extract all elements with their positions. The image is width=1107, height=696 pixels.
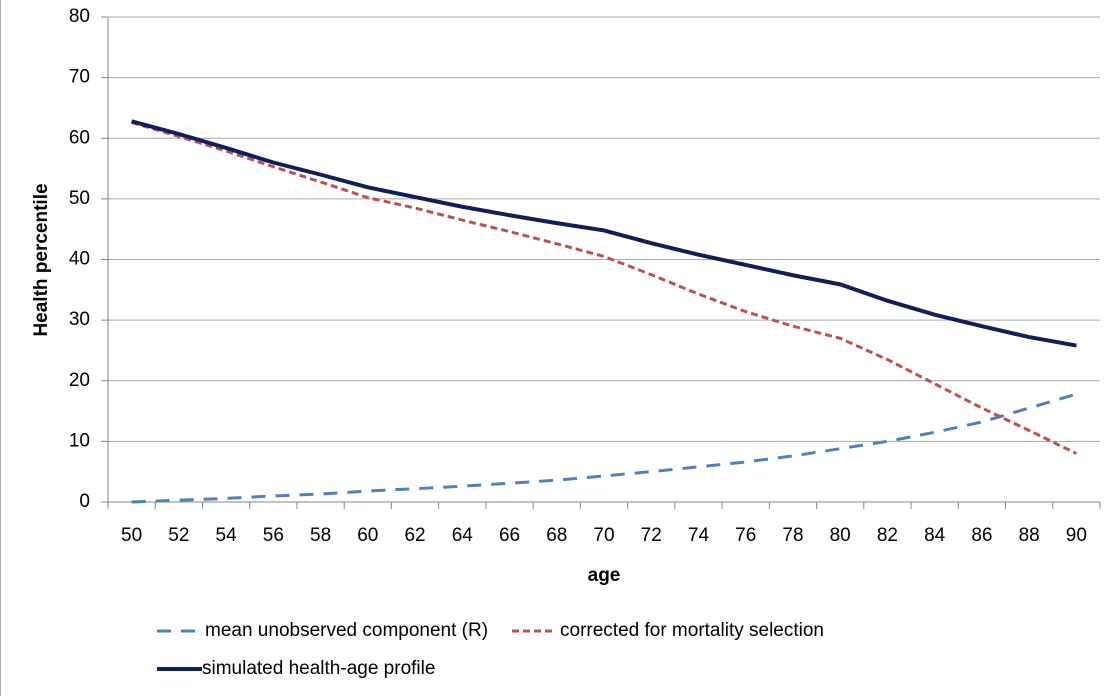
x-tick-label: 56 <box>263 525 284 546</box>
x-tick-label: 76 <box>735 525 756 546</box>
x-tick-label: 52 <box>168 525 189 546</box>
x-tick-label: 68 <box>546 525 567 546</box>
x-tick-label: 78 <box>782 525 803 546</box>
y-tick-label: 60 <box>69 127 90 148</box>
x-axis-title: age <box>588 565 621 586</box>
data-line <box>131 392 1077 504</box>
x-tick-label: 72 <box>641 525 662 546</box>
y-tick-label: 40 <box>69 249 90 270</box>
y-tick-label: 50 <box>69 188 90 209</box>
x-tick-label: 74 <box>688 525 710 546</box>
x-tick-label: 60 <box>357 525 378 546</box>
x-tick-label: 62 <box>404 525 425 546</box>
x-tick-label: 82 <box>877 525 898 546</box>
x-tick-label: 70 <box>593 525 614 546</box>
x-tick-label: 86 <box>971 525 992 546</box>
y-tick-label: 10 <box>69 430 90 451</box>
y-tick-label: 70 <box>69 67 90 88</box>
x-tick-label: 80 <box>830 525 851 546</box>
x-tick-label: 66 <box>499 525 520 546</box>
y-tick-label: 80 <box>69 6 90 27</box>
x-tick-label: 54 <box>216 525 238 546</box>
x-tick-label: 84 <box>924 525 946 546</box>
x-tick-label: 88 <box>1019 525 1040 546</box>
y-axis-title: Health percentile <box>31 183 52 336</box>
y-tick-label: 0 <box>79 491 90 512</box>
legend-label: corrected for mortality selection <box>560 620 824 641</box>
legend-label: simulated health-age profile <box>202 658 435 679</box>
x-tick-label: 90 <box>1066 525 1087 546</box>
y-tick-label: 20 <box>69 370 90 391</box>
x-tick-label: 58 <box>310 525 331 546</box>
x-tick-label: 50 <box>121 525 142 546</box>
y-tick-label: 30 <box>69 309 90 330</box>
legend-label: mean unobserved component (R) <box>205 620 488 641</box>
x-tick-label: 64 <box>452 525 474 546</box>
data-line <box>131 119 1077 348</box>
data-line <box>131 121 1078 455</box>
